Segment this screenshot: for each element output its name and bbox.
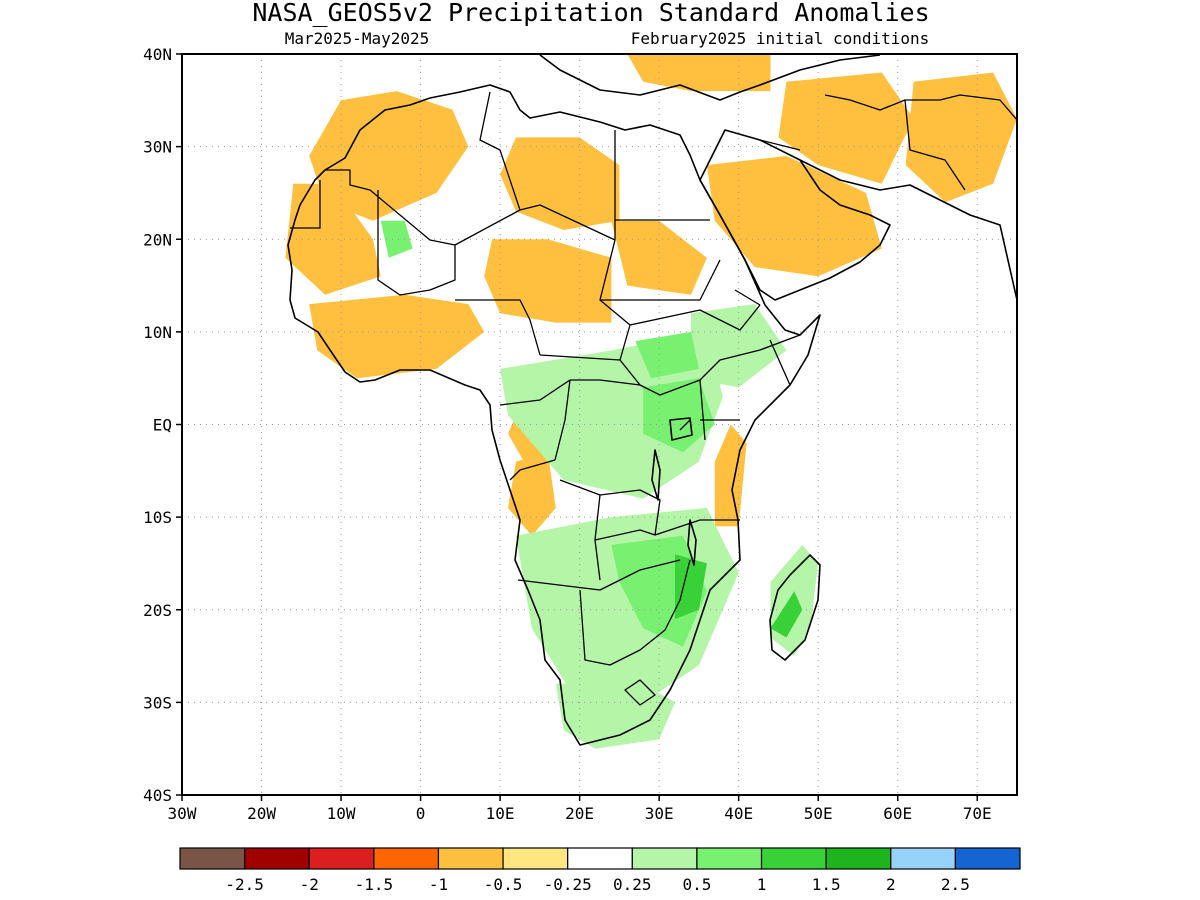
map-title: NASA_GEOS5v2 Precipitation Standard Anom… — [252, 0, 929, 27]
colorbar-swatch — [631, 847, 698, 870]
colorbar-label: -0.25 — [544, 875, 592, 894]
anomaly-region-east-africa-dry — [714, 424, 747, 527]
lon-tick-label: 0 — [416, 804, 426, 823]
anomaly-region-pakistan-dry — [905, 72, 1017, 203]
coastlines-and-borders — [287, 54, 1017, 746]
mediterranean-north-coast — [539, 54, 881, 101]
anomaly-region-nw-sahara-dry — [309, 91, 469, 221]
anomaly-fill-layer — [285, 54, 1017, 749]
lat-tick-label: 20N — [143, 230, 172, 249]
colorbar-swatch — [308, 847, 375, 870]
lon-tick-label: 10E — [486, 804, 515, 823]
colorbar-label: -2 — [300, 875, 319, 894]
anomaly-region-arabia-dry — [706, 155, 882, 277]
lat-tick-label: EQ — [153, 416, 172, 435]
anomaly-region-mozambique-wet — [675, 554, 707, 619]
lon-tick-label: 20W — [247, 804, 276, 823]
anomaly-region-mali-wet — [380, 220, 413, 258]
anomaly-region-uganda-wet — [643, 378, 715, 453]
madagascar-coastline — [769, 554, 821, 661]
colorbar-label: -1.5 — [355, 875, 394, 894]
colorbar-label: -1 — [429, 875, 448, 894]
anomaly-region-iran-dry — [778, 72, 914, 184]
lon-tick-label: 60E — [883, 804, 912, 823]
lon-tick-label: 10W — [327, 804, 356, 823]
lake-malawi — [687, 519, 697, 566]
lat-tick-label: 10S — [143, 508, 172, 527]
latitude-axis: 40N 30N 20N 10N EQ 10S 20S 30S 40S — [143, 45, 182, 805]
subtitle-right: February2025 initial conditions — [631, 29, 930, 48]
lat-tick-label: 20S — [143, 601, 172, 620]
colorbar-swatch — [437, 847, 504, 870]
colorbar-label: -2.5 — [225, 875, 264, 894]
anomaly-region-angola-dry — [508, 452, 556, 536]
subtitle-left: Mar2025-May2025 — [285, 29, 430, 48]
colorbar-swatch — [244, 847, 310, 870]
lon-tick-label: 70E — [963, 804, 992, 823]
country-borders — [290, 91, 1017, 706]
lat-tick-label: 30S — [143, 693, 172, 712]
colorbar-label: 0.25 — [613, 875, 652, 894]
anomaly-region-madagascar-wet-strong — [770, 591, 803, 638]
colorbar-swatch — [373, 847, 440, 870]
arabia-coastline — [699, 129, 891, 301]
asia-coastline — [799, 159, 1017, 301]
colorbar-swatch — [954, 847, 1021, 870]
longitude-axis: 30W 20W 10W 0 10E 20E 30E 40E 50E 60E 70E — [168, 795, 992, 823]
colorbar: -2.5 -2 -1.5 -1 -0.5 -0.25 0.25 0.5 1 1.5 2 2.5 — [179, 847, 1021, 894]
anomaly-region-turkey-dry — [627, 54, 771, 92]
lon-tick-label: 30E — [645, 804, 674, 823]
colorbar-label: 1 — [757, 875, 767, 894]
colorbar-label: 2 — [886, 875, 896, 894]
colorbar-label: 1.5 — [812, 875, 841, 894]
colorbar-swatch — [825, 847, 892, 870]
anomaly-region-sudan-dry — [611, 220, 707, 295]
anomaly-region-south-sudan-wet — [635, 331, 699, 379]
anomaly-region-west-africa-coast-dry — [309, 294, 485, 379]
colorbar-label: 0.5 — [682, 875, 711, 894]
lon-tick-label: 30W — [168, 804, 197, 823]
lake-victoria — [669, 417, 693, 441]
colorbar-label: -0.5 — [484, 875, 523, 894]
colorbar-swatch — [696, 847, 763, 870]
anomaly-region-ethiopia-wet — [691, 304, 787, 388]
lat-tick-label: 30N — [143, 138, 172, 157]
anomaly-region-mauritania-dry — [285, 183, 381, 295]
anomaly-region-south-africa-wet — [555, 683, 675, 749]
lon-tick-label: 20E — [565, 804, 594, 823]
lake-tanganyika — [651, 449, 661, 501]
lon-tick-label: 40E — [724, 804, 753, 823]
anomaly-region-chad-dry — [484, 239, 612, 323]
lat-tick-label: 40S — [143, 786, 172, 805]
lat-tick-label: 10N — [143, 323, 172, 342]
colorbar-swatch — [890, 847, 956, 870]
colorbar-label: 2.5 — [941, 875, 970, 894]
colorbar-swatch — [502, 847, 569, 870]
colorbar-swatch — [567, 847, 633, 870]
lat-tick-label: 40N — [143, 45, 172, 64]
lon-tick-label: 50E — [804, 804, 833, 823]
colorbar-swatch — [179, 847, 246, 870]
colorbar-swatch — [760, 847, 827, 870]
